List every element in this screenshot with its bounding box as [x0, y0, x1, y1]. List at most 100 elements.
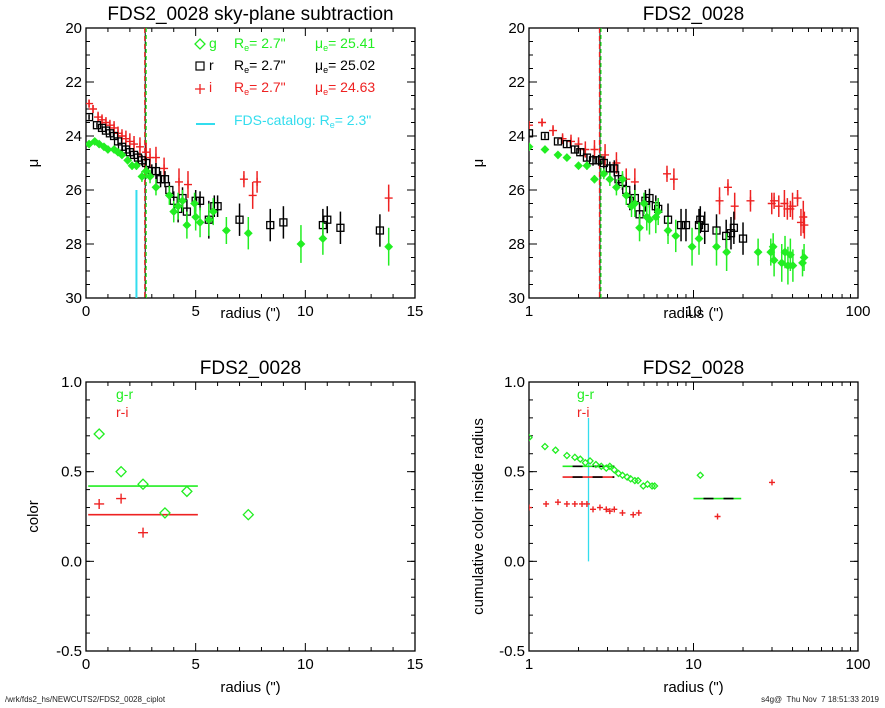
legend-entry-g: g Re= 2.7" μe= 25.41: [194, 35, 375, 53]
data-point-square: [529, 129, 534, 138]
series-i: [86, 99, 393, 212]
data-point-diamond: [618, 471, 627, 480]
x-tick-label: 10: [685, 303, 702, 320]
data-point-plus: [554, 499, 561, 506]
data-point-plus: [768, 479, 775, 486]
x-tick-label: 5: [191, 656, 199, 673]
data-point-plus: [130, 140, 139, 149]
data-point-diamond: [553, 150, 563, 160]
data-point-plus: [142, 148, 151, 157]
legend-entry-i: i Re= 2.7" μe= 24.63: [195, 79, 375, 97]
chart-profile-linear: FDS2_0028 sky-plane subtraction radius ("…: [25, 4, 423, 322]
y-tick-label: 20: [508, 20, 525, 37]
series-r: [529, 129, 748, 255]
chart-title: FDS2_0028 sky-plane subtraction: [107, 4, 393, 25]
data-point-diamond: [618, 174, 627, 184]
data-point-square: [599, 158, 608, 168]
data-point-diamond: [621, 190, 631, 200]
data-point-diamond: [562, 451, 571, 460]
data-point-diamond: [191, 212, 201, 222]
data-point-plus: [135, 142, 144, 151]
data-point-plus: [571, 500, 578, 507]
data-point-plus: [611, 506, 618, 513]
data-point-plus: [174, 177, 183, 186]
data-point-diamond: [117, 150, 127, 160]
data-point-plus: [590, 506, 597, 513]
data-point-diamond: [605, 174, 615, 184]
x-tick-label: 10: [297, 303, 314, 320]
data-point-diamond: [576, 455, 585, 464]
data-point-square: [213, 202, 222, 211]
data-point-plus: [596, 504, 603, 511]
data-point-diamond: [164, 190, 174, 200]
y-tick-label: 26: [508, 182, 525, 199]
data-point-plus: [581, 145, 590, 154]
data-point-diamond: [137, 172, 147, 181]
data-point-square: [235, 215, 244, 224]
data-point-diamond: [634, 476, 642, 485]
data-point-diamond: [722, 247, 732, 257]
y-tick-label: 24: [508, 128, 525, 145]
data-point-square: [562, 139, 572, 149]
data-point-diamond: [694, 234, 704, 244]
data-point-plus: [630, 511, 637, 518]
data-point-diamond: [86, 139, 94, 149]
data-point-diamond: [562, 153, 572, 163]
data-point-diamond: [296, 239, 306, 249]
x-tick-label: 100: [845, 303, 870, 320]
data-point-plus: [160, 164, 169, 173]
data-point-diamond: [180, 485, 193, 498]
data-point-square: [151, 166, 161, 176]
data-point-diamond: [614, 469, 623, 478]
y-tick-label: 0.0: [61, 553, 82, 570]
data-point-diamond: [753, 247, 763, 257]
data-point-plus: [529, 504, 532, 511]
x-axis-label: radius ("): [220, 679, 280, 696]
data-point-diamond: [590, 174, 599, 184]
y-axis-label: color: [25, 500, 42, 533]
legend-mu: μe= 24.63: [315, 79, 375, 97]
series-g-r: [529, 433, 705, 490]
data-point-diamond: [799, 253, 809, 262]
plot-area: [529, 28, 809, 298]
data-point-diamond: [639, 199, 649, 208]
data-point-plus: [669, 175, 678, 184]
data-point-diamond: [582, 161, 592, 171]
data-point-diamond: [221, 226, 231, 235]
data-point-square: [323, 215, 332, 224]
data-point-square: [553, 137, 563, 146]
y-axis-label: μ: [470, 159, 487, 168]
data-point-plus: [619, 509, 626, 516]
data-point-plus: [799, 213, 808, 221]
data-point-plus: [793, 194, 802, 203]
y-tick-label: 22: [508, 74, 525, 91]
data-point-square: [700, 223, 709, 232]
data-point-diamond: [145, 172, 155, 181]
chart-title: FDS2_0028: [643, 4, 744, 25]
data-point-diamond: [635, 223, 644, 233]
data-point-plus: [89, 105, 98, 113]
data-point-plus: [730, 202, 739, 211]
x-tick-label: 1: [525, 656, 533, 673]
data-point-diamond: [645, 215, 654, 225]
data-point-diamond: [769, 255, 779, 265]
x-tick-label: 10: [297, 656, 314, 673]
data-point-square: [676, 220, 686, 230]
y-axis-label: cumulative color inside radius: [470, 418, 487, 615]
plot-area: [86, 28, 394, 298]
data-point-plus: [788, 202, 797, 211]
y-tick-label: 24: [65, 128, 82, 145]
x-tick-label: 5: [191, 303, 199, 320]
data-point-diamond: [195, 217, 205, 227]
legend-band-label: g: [209, 35, 217, 51]
data-point-diamond: [605, 462, 614, 471]
data-point-plus: [723, 183, 732, 192]
data-point-diamond: [630, 199, 640, 208]
data-point-diamond: [798, 258, 807, 268]
data-point-diamond: [612, 182, 621, 192]
data-point-square: [195, 196, 205, 205]
